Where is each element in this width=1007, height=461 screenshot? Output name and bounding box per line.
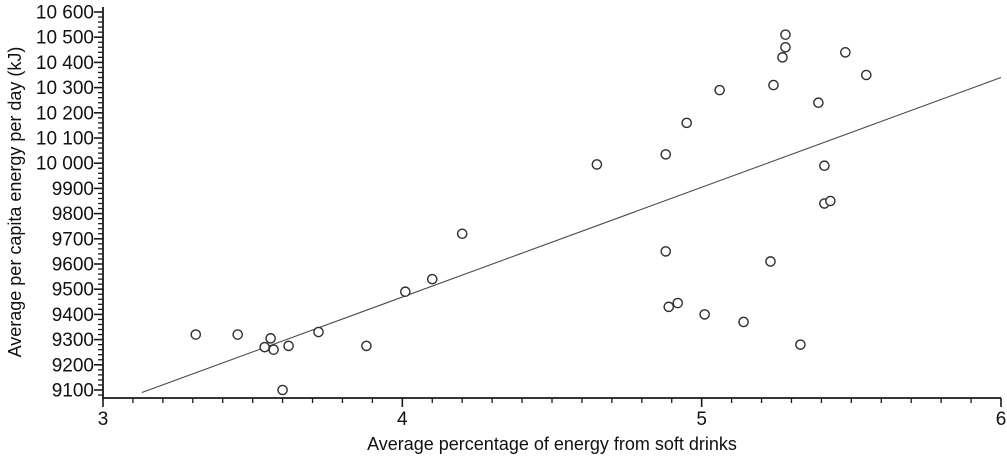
y-tick-label: 10 400 [36,53,94,74]
y-tick-label: 9300 [52,330,94,351]
y-tick-label: 10 300 [36,78,94,99]
x-tick-label: 4 [397,409,408,430]
data-point [313,326,324,338]
data-point [232,329,243,340]
y-tick-label: 10 500 [36,28,94,49]
data-point [265,333,276,344]
data-point [738,316,749,328]
y-tick-label: 9100 [52,381,94,402]
data-point [663,301,675,313]
y-tick-label: 9500 [52,280,94,301]
x-tick-label: 6 [996,409,1007,430]
data-point [768,79,779,91]
trend-line [141,77,1002,394]
y-tick-label: 9400 [52,305,94,326]
data-point [813,97,824,109]
y-axis-title: Average per capita energy per day (kJ) [5,47,25,358]
y-tick-label: 9800 [52,204,94,225]
data-point [361,340,372,352]
y-tick-label: 9700 [52,229,94,250]
data-point [591,159,603,170]
x-tick-label: 3 [98,409,109,430]
data-point [268,344,279,355]
data-point [714,84,725,96]
data-point [780,41,791,53]
y-tick-label: 10 600 [36,3,94,24]
y-tick-label: 9900 [52,179,94,200]
data-point [780,29,791,40]
data-point [456,228,468,240]
data-point [825,195,836,207]
plot-layer: 9100 9200 9300 9400 9500 9600 9700 9800 9900 10 0… [36,3,1006,431]
data-point [765,256,776,267]
y-tick-label: 9600 [52,255,94,276]
y-tick-label: 10 000 [36,154,94,175]
data-point [672,297,684,309]
data-point [861,69,872,81]
y-tick-label: 10 200 [36,103,94,124]
data-point [795,339,806,350]
data-point [660,246,672,257]
data-point [259,341,270,353]
y-tick-label: 10 100 [36,129,94,150]
data-point [681,117,693,129]
data-point [840,47,851,58]
data-point [699,309,710,320]
x-axis-title: Average percentage of energy from soft d… [367,434,737,454]
data-point [819,160,830,172]
data-point [277,384,288,396]
x-tick-label: 5 [696,409,707,430]
y-tick-label: 9200 [52,355,94,376]
data-point [190,329,202,340]
data-point [426,273,438,285]
data-point [283,340,294,352]
data-point [400,286,411,298]
data-point [777,52,788,63]
data-point [660,149,672,160]
